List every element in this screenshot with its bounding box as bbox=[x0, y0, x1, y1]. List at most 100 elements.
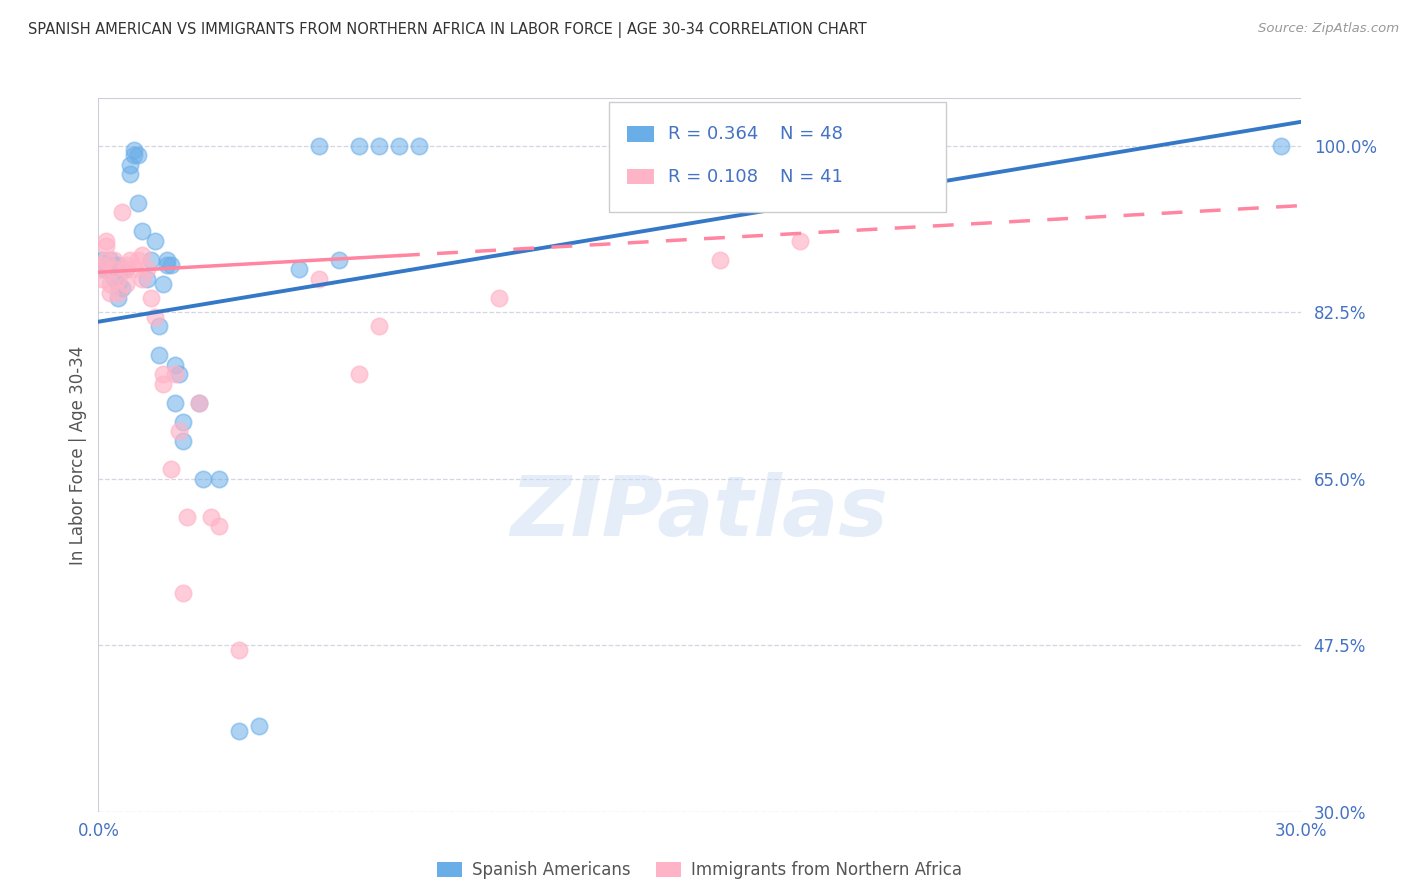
Point bbox=[91, 252, 114, 267]
Point bbox=[388, 138, 411, 153]
Point bbox=[152, 376, 174, 391]
Point bbox=[187, 395, 209, 409]
Point bbox=[120, 167, 142, 181]
Point bbox=[100, 286, 122, 301]
Point bbox=[91, 272, 114, 286]
Point bbox=[103, 258, 125, 272]
Point bbox=[228, 723, 250, 738]
Point bbox=[368, 319, 391, 334]
Point bbox=[91, 262, 114, 277]
Point bbox=[148, 319, 170, 334]
Point bbox=[308, 272, 330, 286]
Point bbox=[124, 262, 146, 277]
Point bbox=[408, 138, 430, 153]
Point bbox=[128, 252, 150, 267]
Point bbox=[96, 238, 118, 252]
Point bbox=[131, 248, 153, 262]
Point bbox=[308, 138, 330, 153]
Point bbox=[155, 258, 177, 272]
Point bbox=[191, 472, 214, 486]
FancyBboxPatch shape bbox=[627, 126, 654, 142]
Point bbox=[107, 291, 129, 305]
Point bbox=[163, 358, 186, 372]
Point bbox=[111, 281, 134, 295]
Point bbox=[111, 205, 134, 219]
Point bbox=[91, 262, 114, 277]
Point bbox=[115, 262, 138, 277]
Text: N = 41: N = 41 bbox=[780, 168, 844, 186]
Text: Source: ZipAtlas.com: Source: ZipAtlas.com bbox=[1258, 22, 1399, 36]
Point bbox=[124, 148, 146, 162]
Point bbox=[1270, 138, 1292, 153]
Point bbox=[96, 262, 118, 277]
Point bbox=[789, 234, 811, 248]
Point bbox=[155, 252, 177, 267]
Point bbox=[103, 262, 125, 277]
FancyBboxPatch shape bbox=[609, 102, 946, 212]
Point bbox=[91, 258, 114, 272]
Point bbox=[148, 348, 170, 362]
Point bbox=[128, 195, 150, 210]
Point bbox=[228, 643, 250, 657]
Point bbox=[131, 272, 153, 286]
Point bbox=[172, 434, 194, 448]
Point bbox=[139, 252, 162, 267]
Point bbox=[135, 272, 157, 286]
Point bbox=[167, 367, 190, 381]
Point bbox=[103, 252, 125, 267]
Point bbox=[115, 262, 138, 277]
Point bbox=[187, 395, 209, 409]
Point bbox=[167, 424, 190, 438]
Point bbox=[120, 252, 142, 267]
Point bbox=[96, 252, 118, 267]
Point bbox=[131, 224, 153, 238]
Point bbox=[143, 310, 166, 324]
Legend: Spanish Americans, Immigrants from Northern Africa: Spanish Americans, Immigrants from North… bbox=[430, 855, 969, 886]
Point bbox=[124, 144, 146, 158]
Point bbox=[200, 509, 222, 524]
Point bbox=[328, 252, 350, 267]
Point bbox=[208, 472, 231, 486]
Point bbox=[115, 258, 138, 272]
Point bbox=[709, 252, 731, 267]
Point bbox=[103, 272, 125, 286]
Point bbox=[368, 138, 391, 153]
Point bbox=[115, 277, 138, 291]
Point bbox=[100, 262, 122, 277]
Text: R = 0.364: R = 0.364 bbox=[668, 125, 759, 143]
Point bbox=[107, 258, 129, 272]
Point bbox=[488, 291, 510, 305]
Point bbox=[111, 262, 134, 277]
Point bbox=[100, 277, 122, 291]
Point bbox=[176, 509, 198, 524]
Point bbox=[139, 291, 162, 305]
Point bbox=[100, 252, 122, 267]
Text: N = 48: N = 48 bbox=[780, 125, 844, 143]
Point bbox=[152, 367, 174, 381]
Text: ZIPatlas: ZIPatlas bbox=[510, 472, 889, 552]
Point bbox=[143, 234, 166, 248]
Point bbox=[107, 277, 129, 291]
Point bbox=[159, 258, 181, 272]
Point bbox=[347, 138, 370, 153]
Point bbox=[159, 462, 181, 476]
Point bbox=[107, 286, 129, 301]
FancyBboxPatch shape bbox=[627, 169, 654, 185]
Point bbox=[688, 138, 710, 153]
Point bbox=[107, 272, 129, 286]
Point bbox=[247, 719, 270, 733]
Point bbox=[288, 262, 311, 277]
Y-axis label: In Labor Force | Age 30-34: In Labor Force | Age 30-34 bbox=[69, 345, 87, 565]
Point bbox=[163, 395, 186, 409]
Point bbox=[135, 262, 157, 277]
Point bbox=[120, 158, 142, 172]
Point bbox=[128, 148, 150, 162]
Point bbox=[172, 586, 194, 600]
Point bbox=[347, 367, 370, 381]
Text: SPANISH AMERICAN VS IMMIGRANTS FROM NORTHERN AFRICA IN LABOR FORCE | AGE 30-34 C: SPANISH AMERICAN VS IMMIGRANTS FROM NORT… bbox=[28, 22, 868, 38]
Point bbox=[163, 367, 186, 381]
Point bbox=[208, 519, 231, 533]
Point bbox=[172, 415, 194, 429]
Point bbox=[96, 234, 118, 248]
Text: R = 0.108: R = 0.108 bbox=[668, 168, 758, 186]
